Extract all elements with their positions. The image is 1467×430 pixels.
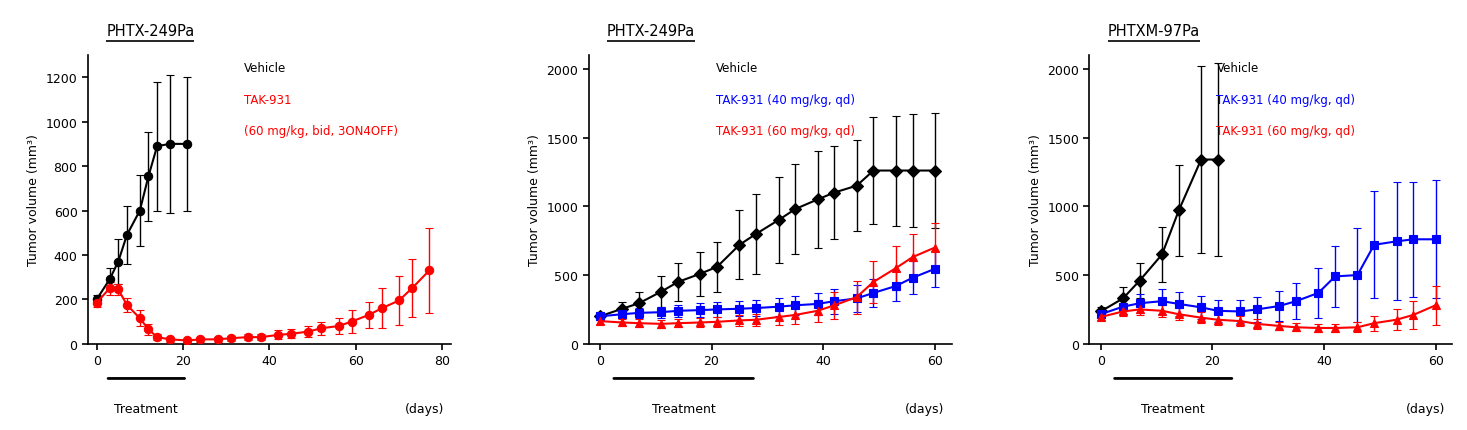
Text: TAK-931 (60 mg/kg, qd): TAK-931 (60 mg/kg, qd) bbox=[1216, 125, 1356, 138]
Text: PHTXM-97Pa: PHTXM-97Pa bbox=[1108, 24, 1200, 39]
Y-axis label: Tumor volume (mm³): Tumor volume (mm³) bbox=[1028, 134, 1042, 266]
Text: (60 mg/kg, bid, 3ON4OFF): (60 mg/kg, bid, 3ON4OFF) bbox=[244, 125, 398, 138]
Text: TAK-931: TAK-931 bbox=[244, 93, 292, 106]
Text: Vehicle: Vehicle bbox=[716, 61, 758, 75]
Text: TAK-931 (40 mg/kg, qd): TAK-931 (40 mg/kg, qd) bbox=[1216, 93, 1356, 106]
Text: (days): (days) bbox=[405, 402, 445, 415]
Text: Treatment: Treatment bbox=[114, 402, 178, 415]
Text: PHTX-249Pa: PHTX-249Pa bbox=[607, 24, 695, 39]
Y-axis label: Tumor volume (mm³): Tumor volume (mm³) bbox=[28, 134, 40, 266]
Text: Treatment: Treatment bbox=[651, 402, 716, 415]
Text: TAK-931 (60 mg/kg, qd): TAK-931 (60 mg/kg, qd) bbox=[716, 125, 855, 138]
Y-axis label: Tumor volume (mm³): Tumor volume (mm³) bbox=[528, 134, 541, 266]
Text: Treatment: Treatment bbox=[1141, 402, 1204, 415]
Text: Vehicle: Vehicle bbox=[244, 61, 286, 75]
Text: Vehicle: Vehicle bbox=[1216, 61, 1259, 75]
Text: (days): (days) bbox=[905, 402, 945, 415]
Text: TAK-931 (40 mg/kg, qd): TAK-931 (40 mg/kg, qd) bbox=[716, 93, 855, 106]
Text: (days): (days) bbox=[1405, 402, 1445, 415]
Text: PHTX-249Pa: PHTX-249Pa bbox=[106, 24, 195, 39]
